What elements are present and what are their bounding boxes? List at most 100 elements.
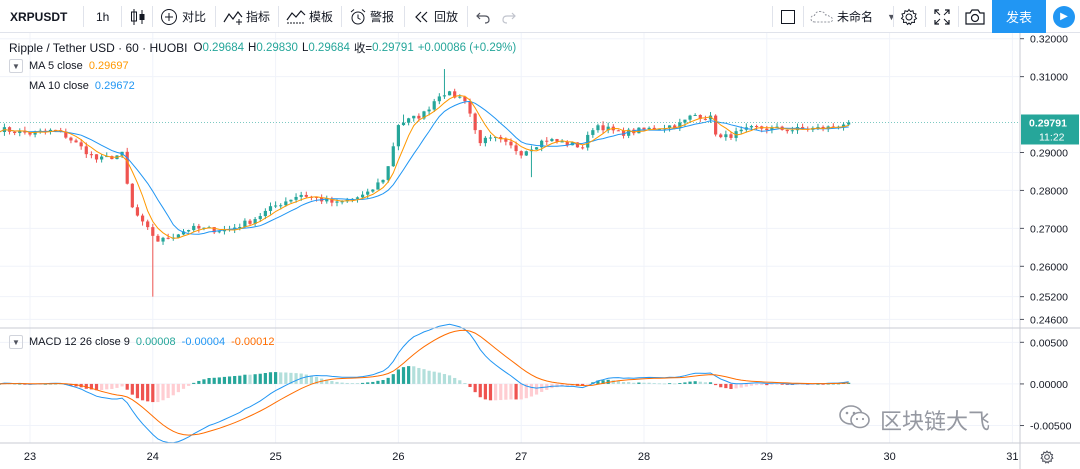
fullscreen-checkbox[interactable] bbox=[780, 0, 796, 33]
candle-body bbox=[146, 221, 150, 228]
compare-button[interactable]: 对比 bbox=[160, 0, 206, 33]
macd-histogram-bar bbox=[89, 383, 93, 390]
candle-body bbox=[714, 115, 718, 135]
macd-histogram-bar bbox=[581, 383, 585, 386]
alert-button[interactable]: 警报 bbox=[349, 0, 394, 33]
macd-histogram-bar bbox=[478, 383, 482, 398]
candle-body bbox=[284, 201, 288, 206]
macd-histogram-bar bbox=[176, 383, 180, 393]
macd-histogram-bar bbox=[146, 383, 150, 402]
macd-histogram-bar bbox=[739, 383, 743, 388]
macd-histogram-bar bbox=[212, 377, 216, 384]
macd-histogram-bar bbox=[780, 383, 784, 385]
ma10-legend[interactable]: MA 10 close 0.29672 bbox=[29, 80, 135, 92]
macd-histogram-bar bbox=[601, 380, 605, 384]
candle-body bbox=[401, 122, 406, 126]
axis-settings-button[interactable] bbox=[1040, 450, 1054, 467]
indicator-icon bbox=[223, 10, 243, 25]
macd-histogram-bar bbox=[662, 383, 667, 385]
candle-body bbox=[534, 147, 539, 150]
toolbar-divider bbox=[404, 6, 405, 27]
candle-body bbox=[488, 137, 493, 139]
macd-legend[interactable]: ▼ MACD 12 26 close 9 0.00008 -0.00004 -0… bbox=[9, 335, 275, 349]
macd-histogram-bar bbox=[703, 382, 707, 384]
candle-body bbox=[192, 225, 196, 231]
candle-body bbox=[437, 96, 441, 102]
candle-body bbox=[770, 127, 774, 130]
macd-histogram-bar bbox=[284, 372, 288, 384]
interval-button[interactable]: 1h bbox=[96, 0, 109, 33]
snapshot-button[interactable] bbox=[964, 0, 986, 33]
candle-body bbox=[74, 140, 78, 143]
chevron-down-icon[interactable]: ▼ bbox=[9, 335, 23, 349]
macd-histogram-bar bbox=[197, 380, 201, 384]
candle-body bbox=[478, 130, 482, 144]
candle-body bbox=[616, 130, 621, 132]
indicators-label: 指标 bbox=[246, 10, 271, 24]
candle-body bbox=[248, 220, 252, 224]
candle-body bbox=[161, 237, 165, 242]
redo-button[interactable] bbox=[502, 0, 516, 33]
alarm-clock-icon bbox=[350, 8, 366, 24]
macd-histogram-bar bbox=[724, 383, 728, 389]
macd-histogram-bar bbox=[627, 382, 631, 384]
macd-histogram-bar bbox=[734, 383, 738, 389]
macd-histogram-bar bbox=[304, 374, 308, 384]
macd-histogram-bar bbox=[38, 383, 42, 385]
candle-body bbox=[340, 201, 344, 203]
chart-type-button[interactable] bbox=[130, 0, 146, 33]
chevron-down-icon[interactable]: ▼ bbox=[9, 59, 23, 73]
macd-histogram-bar bbox=[192, 382, 196, 384]
macd-histogram-bar bbox=[360, 382, 365, 384]
undo-button[interactable] bbox=[476, 0, 490, 33]
candle-body bbox=[187, 230, 191, 232]
chart-canvas[interactable]: 0.32000 0.31000 0.29000 0.28000 0.27000 0.260… bbox=[0, 33, 1080, 469]
fullscreen-button[interactable] bbox=[933, 0, 951, 33]
replay-button[interactable]: 回放 bbox=[414, 0, 458, 33]
candle-body bbox=[540, 140, 544, 148]
candle-body bbox=[376, 182, 380, 190]
macd-histogram-bar bbox=[115, 383, 119, 388]
candle-body bbox=[412, 115, 416, 119]
macd-histogram-bar bbox=[509, 383, 513, 400]
candle-body bbox=[79, 142, 83, 147]
candle-body bbox=[407, 118, 411, 123]
macd-histogram-bar bbox=[386, 377, 390, 384]
macd-histogram-bar bbox=[683, 382, 687, 384]
publish-button[interactable]: 发表 bbox=[992, 0, 1046, 33]
templates-button[interactable]: 模板 bbox=[286, 0, 333, 33]
candle-body bbox=[89, 154, 93, 156]
macd-histogram-bar bbox=[325, 379, 329, 384]
macd-histogram-bar bbox=[135, 383, 140, 399]
macd-histogram-bar bbox=[105, 383, 109, 390]
candle-body bbox=[509, 141, 513, 146]
macd-histogram-bar bbox=[94, 383, 99, 391]
macd-histogram-bar bbox=[432, 371, 436, 384]
low-label: L bbox=[301, 42, 309, 54]
candle-body bbox=[18, 130, 22, 134]
ma5-legend[interactable]: ▼ MA 5 close 0.29697 bbox=[9, 59, 129, 73]
macd-histogram-bar bbox=[611, 380, 615, 384]
macd-histogram-bar bbox=[59, 383, 63, 385]
macd-histogram-bar bbox=[350, 383, 354, 384]
price-axis-label: 0.24600 bbox=[1030, 314, 1068, 326]
price-axis-label: 0.32000 bbox=[1030, 34, 1068, 46]
candle-body bbox=[519, 151, 523, 156]
macd-histogram-bar bbox=[673, 383, 677, 385]
replay-label: 回放 bbox=[434, 10, 459, 24]
settings-button[interactable] bbox=[900, 0, 918, 33]
candle-body bbox=[263, 210, 267, 217]
low-value: 0.29684 bbox=[308, 42, 350, 54]
play-button[interactable]: ▶ bbox=[1048, 0, 1080, 33]
layout-name-button[interactable]: 未命名 ▼ bbox=[810, 0, 896, 33]
macd-histogram-bar bbox=[422, 369, 426, 384]
candle-body bbox=[140, 215, 145, 222]
candle-body bbox=[586, 134, 590, 148]
symbol-search-button[interactable]: XRPUSDT bbox=[10, 0, 67, 33]
price-axis-label: 0.26000 bbox=[1030, 261, 1068, 273]
indicators-button[interactable]: 指标 bbox=[223, 0, 270, 33]
macd-histogram-bar bbox=[243, 374, 247, 384]
macd-histogram-bar bbox=[227, 376, 232, 384]
macd-histogram-bar bbox=[729, 383, 733, 390]
candle-body bbox=[652, 127, 656, 130]
